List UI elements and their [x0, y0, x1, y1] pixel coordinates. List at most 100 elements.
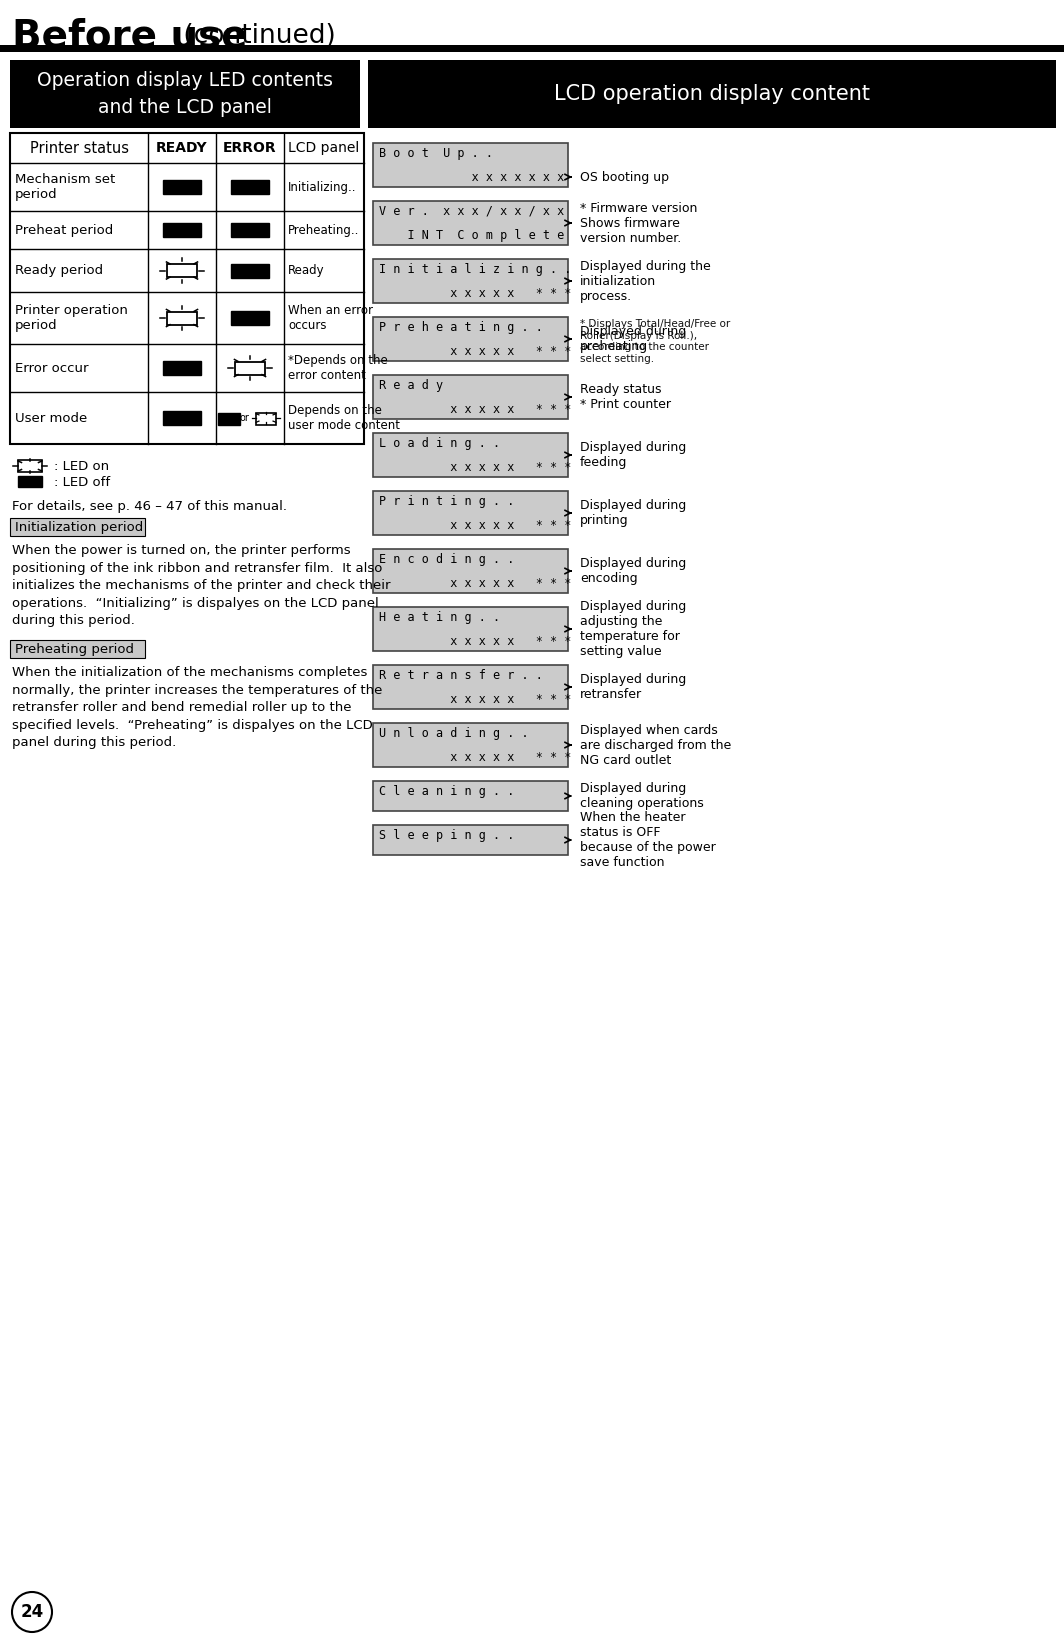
Text: x x x x x   * * *: x x x x x * * * — [379, 345, 571, 358]
Text: x x x x x   * * *: x x x x x * * * — [379, 402, 571, 415]
Text: When an error
occurs: When an error occurs — [288, 304, 373, 332]
Text: Displayed when cards
are discharged from the
NG card outlet: Displayed when cards are discharged from… — [580, 724, 731, 766]
Bar — [256, 413, 276, 425]
Text: Preheating..: Preheating.. — [288, 224, 360, 237]
Text: Preheating period: Preheating period — [15, 642, 134, 655]
Bar — [373, 781, 568, 810]
Text: Displayed during
printing: Displayed during printing — [580, 498, 686, 528]
Text: Initializing..: Initializing.. — [288, 180, 356, 193]
Text: P r e h e a t i n g . .: P r e h e a t i n g . . — [379, 320, 543, 333]
Text: : LED off: : LED off — [54, 475, 111, 489]
Bar — [373, 260, 568, 302]
Bar — [373, 144, 568, 186]
Text: B o o t  U p . .: B o o t U p . . — [379, 147, 493, 160]
Bar — [373, 374, 568, 418]
Text: Displayed during
adjusting the
temperature for
setting value: Displayed during adjusting the temperatu… — [580, 600, 686, 659]
Text: (continued): (continued) — [174, 23, 336, 49]
Text: Printer operation
period: Printer operation period — [15, 304, 128, 332]
Text: When the heater
status is OFF
because of the power
save function: When the heater status is OFF because of… — [580, 810, 716, 869]
Bar — [10, 518, 145, 536]
Text: Preheat period: Preheat period — [15, 224, 113, 237]
Bar — [163, 361, 201, 374]
Text: Displayed during
retransfer: Displayed during retransfer — [580, 673, 686, 701]
Bar — [373, 433, 568, 477]
Bar — [373, 549, 568, 593]
Bar — [163, 222, 201, 237]
Text: When the power is turned on, the printer performs
positioning of the ink ribbon : When the power is turned on, the printer… — [12, 544, 390, 627]
Bar — [373, 606, 568, 650]
Bar — [235, 361, 265, 374]
Text: * Displays Total/Head/Free or
Roller(Display is Roll.),
according to the counter: * Displays Total/Head/Free or Roller(Dis… — [580, 319, 730, 364]
Text: Displayed during
preheating: Displayed during preheating — [580, 325, 686, 353]
Text: x x x x x x x: x x x x x x x — [379, 170, 564, 183]
Bar — [373, 317, 568, 361]
Bar — [163, 412, 201, 425]
Text: S l e e p i n g . .: S l e e p i n g . . — [379, 828, 514, 842]
Text: 24: 24 — [20, 1603, 44, 1621]
Text: I N T  C o m p l e t e: I N T C o m p l e t e — [379, 229, 564, 242]
Text: LCD panel: LCD panel — [288, 141, 360, 155]
Text: V e r .  x x x / x x / x x: V e r . x x x / x x / x x — [379, 204, 564, 217]
Text: When the initialization of the mechanisms completes
normally, the printer increa: When the initialization of the mechanism… — [12, 667, 382, 748]
Text: ERROR: ERROR — [223, 141, 277, 155]
Bar — [231, 310, 269, 325]
Bar — [373, 825, 568, 855]
Bar — [163, 180, 201, 194]
Text: User mode: User mode — [15, 412, 87, 425]
Text: Ready period: Ready period — [15, 265, 103, 278]
Text: OS booting up: OS booting up — [580, 170, 669, 183]
Text: Mechanism set
period: Mechanism set period — [15, 173, 115, 201]
Text: Ready status
* Print counter: Ready status * Print counter — [580, 382, 671, 412]
Text: R e t r a n s f e r . .: R e t r a n s f e r . . — [379, 668, 543, 681]
Text: x x x x x   * * *: x x x x x * * * — [379, 750, 571, 763]
Text: H e a t i n g . .: H e a t i n g . . — [379, 611, 500, 624]
Bar — [231, 222, 269, 237]
Bar — [373, 490, 568, 534]
Bar — [373, 665, 568, 709]
Bar — [10, 60, 360, 127]
Text: x x x x x   * * *: x x x x x * * * — [379, 634, 571, 647]
Bar — [368, 60, 1055, 127]
Circle shape — [12, 1592, 52, 1632]
Bar — [18, 475, 41, 487]
Text: E n c o d i n g . .: E n c o d i n g . . — [379, 552, 514, 565]
Bar — [218, 413, 240, 425]
Text: I n i t i a l i z i n g . .: I n i t i a l i z i n g . . — [379, 263, 571, 276]
Text: x x x x x   * * *: x x x x x * * * — [379, 518, 571, 531]
Text: C l e a n i n g . .: C l e a n i n g . . — [379, 784, 514, 797]
Bar — [18, 461, 41, 472]
Text: Operation display LED contents
and the LCD panel: Operation display LED contents and the L… — [37, 72, 333, 116]
Text: READY: READY — [156, 141, 207, 155]
Bar — [0, 46, 1064, 52]
Text: P r i n t i n g . .: P r i n t i n g . . — [379, 495, 514, 508]
Text: R e a d y: R e a d y — [379, 379, 443, 392]
Text: LCD operation display content: LCD operation display content — [554, 83, 870, 105]
Bar — [167, 312, 197, 325]
Text: x x x x x   * * *: x x x x x * * * — [379, 693, 571, 706]
Text: or: or — [239, 413, 249, 423]
Text: Printer status: Printer status — [30, 141, 129, 155]
Text: Ready: Ready — [288, 265, 325, 278]
Text: U n l o a d i n g . .: U n l o a d i n g . . — [379, 727, 529, 740]
Bar — [373, 201, 568, 245]
Bar — [231, 180, 269, 194]
Bar — [10, 132, 364, 444]
Text: Depends on the
user mode content: Depends on the user mode content — [288, 404, 400, 431]
Bar — [373, 722, 568, 766]
Text: * Firmware version
Shows firmware
version number.: * Firmware version Shows firmware versio… — [580, 201, 697, 245]
Text: Before use: Before use — [12, 16, 248, 56]
Text: x x x x x   * * *: x x x x x * * * — [379, 461, 571, 474]
Text: Displayed during
encoding: Displayed during encoding — [580, 557, 686, 585]
Text: x x x x x   * * *: x x x x x * * * — [379, 286, 571, 299]
Text: *Depends on the
error content: *Depends on the error content — [288, 355, 387, 382]
Text: Initialization period: Initialization period — [15, 521, 144, 533]
Text: For details, see p. 46 – 47 of this manual.: For details, see p. 46 – 47 of this manu… — [12, 500, 287, 513]
Text: Displayed during the
initialization
process.: Displayed during the initialization proc… — [580, 260, 711, 302]
Text: Displayed during
feeding: Displayed during feeding — [580, 441, 686, 469]
Bar — [231, 263, 269, 278]
Text: x x x x x   * * *: x x x x x * * * — [379, 577, 571, 590]
Text: L o a d i n g . .: L o a d i n g . . — [379, 436, 500, 449]
Bar — [167, 265, 197, 278]
Bar — [10, 641, 145, 659]
Text: Error occur: Error occur — [15, 361, 88, 374]
